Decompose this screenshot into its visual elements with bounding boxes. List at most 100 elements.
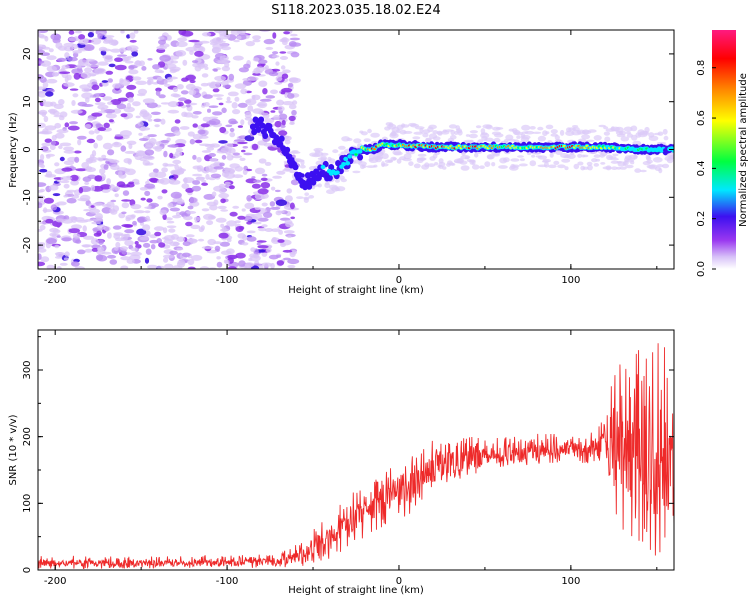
noise-blob — [46, 154, 51, 159]
noise-blob — [168, 228, 176, 233]
noise-blob — [234, 96, 240, 102]
noise-blob — [261, 202, 268, 207]
noise-blob — [202, 94, 213, 99]
halo-blob — [510, 158, 520, 162]
noise-blob — [198, 227, 204, 233]
noise-blob — [229, 163, 240, 169]
noise-blob — [200, 123, 210, 128]
halo-blob — [493, 137, 501, 143]
noise-blob — [175, 41, 188, 48]
noise-blob — [237, 233, 246, 239]
noise-blob — [212, 111, 223, 116]
noise-blob — [258, 80, 268, 87]
noise-blob — [214, 245, 221, 251]
noise-blob — [201, 32, 212, 37]
noise-blob — [257, 245, 269, 249]
noise-blob — [253, 179, 262, 183]
halo-blob — [529, 126, 536, 130]
noise-blob — [251, 143, 259, 151]
halo-blob — [581, 154, 586, 158]
noise-blob — [254, 206, 261, 211]
noise-blob — [57, 57, 66, 63]
halo-blob — [661, 163, 670, 169]
noise-blob — [152, 64, 161, 70]
noise-blob — [220, 80, 229, 86]
noise-blob — [187, 266, 196, 269]
halo-blob — [521, 124, 531, 131]
noise-blob — [263, 38, 275, 45]
noise-blob — [144, 155, 155, 161]
noise-blob — [260, 177, 268, 181]
noise-blob — [49, 232, 57, 237]
noise-blob — [169, 207, 181, 212]
noise-blob — [110, 199, 117, 203]
noise-blob — [256, 240, 267, 243]
halo-blob — [553, 160, 560, 165]
noise-blob — [280, 65, 286, 70]
noise-blob — [66, 74, 72, 81]
halo-blob — [503, 139, 509, 144]
noise-blob — [130, 204, 142, 210]
signal-mark — [326, 174, 333, 182]
noise-blob — [102, 142, 113, 150]
noise-blob — [76, 67, 83, 72]
noise-blob — [244, 262, 255, 268]
noise-blob — [170, 191, 182, 199]
noise-blob — [104, 35, 115, 38]
noise-blob — [247, 105, 254, 112]
halo-blob — [367, 128, 372, 134]
noise-blob — [253, 221, 262, 225]
noise-blob — [216, 256, 221, 260]
noise-blob — [55, 42, 63, 49]
noise-blob — [281, 119, 286, 126]
noise-blob — [251, 183, 261, 189]
noise-blob — [183, 177, 188, 184]
noise-blob — [287, 93, 295, 99]
noise-blob — [126, 140, 137, 145]
colorbar-tick-label: 0.8 — [696, 60, 707, 76]
noise-blob — [240, 88, 248, 95]
noise-blob — [212, 94, 224, 97]
signal-mark — [318, 170, 324, 176]
signal-mark — [255, 126, 262, 133]
halo-blob — [392, 157, 397, 161]
noise-blob — [270, 228, 281, 232]
noise-blob — [56, 201, 67, 206]
noise-blob — [206, 147, 215, 151]
noise-blob — [287, 258, 300, 265]
halo-blob — [419, 127, 424, 133]
halo-blob — [520, 134, 531, 140]
noise-blob — [216, 150, 228, 154]
noise-blob — [225, 124, 233, 128]
halo-blob — [549, 152, 554, 158]
noise-blob — [270, 186, 276, 191]
noise-blob — [119, 79, 131, 86]
signal-mark — [335, 170, 340, 175]
halo-blob — [468, 133, 478, 139]
noise-blob — [185, 221, 193, 227]
signal-mark — [258, 116, 265, 123]
noise-blob — [268, 254, 279, 260]
noise-blob — [191, 115, 199, 119]
noise-blob — [155, 265, 166, 269]
noise-blob — [236, 30, 247, 35]
noise-blob — [139, 110, 150, 118]
halo-blob — [586, 161, 593, 166]
noise-blob — [224, 181, 231, 186]
noise-blob — [177, 199, 185, 204]
noise-blob — [63, 160, 75, 166]
halo-blob — [566, 153, 576, 159]
halo-blob — [422, 132, 429, 138]
halo-blob — [334, 179, 340, 183]
noise-blob — [241, 149, 246, 153]
noise-blob — [121, 202, 130, 209]
halo-blob — [381, 163, 389, 167]
noise-blob — [194, 139, 203, 144]
noise-blob — [271, 237, 277, 242]
noise-blob — [82, 225, 87, 232]
halo-blob — [396, 158, 402, 164]
halo-blob — [623, 126, 633, 132]
noise-blob — [289, 121, 295, 125]
noise-blob — [70, 109, 83, 114]
noise-blob — [121, 199, 132, 202]
